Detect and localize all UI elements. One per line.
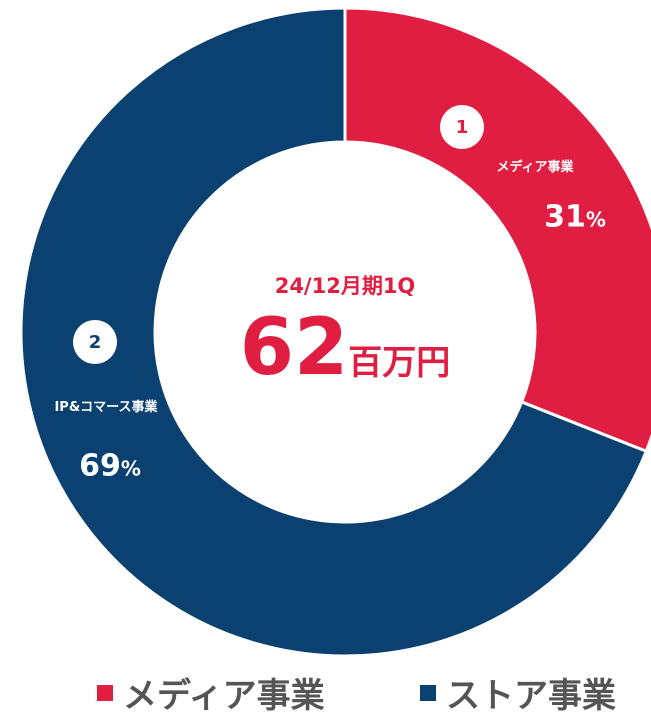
slice-number: 2 xyxy=(73,320,117,364)
slice xyxy=(19,6,649,658)
legend-item: メディア事業 xyxy=(97,668,325,717)
value-unit: % xyxy=(585,207,606,232)
value-number: 31 xyxy=(544,199,586,235)
slice xyxy=(343,6,651,454)
center-unit: 百万円 xyxy=(348,343,451,383)
legend-label: ストア事業 xyxy=(446,676,616,716)
center-title: 24/12月期1Q xyxy=(274,274,416,298)
slice-label: メディア事業 xyxy=(496,160,574,175)
legend-item: ストア事業 xyxy=(420,668,616,717)
center-value: 62 xyxy=(239,303,349,393)
legend-label: メディア事業 xyxy=(123,676,325,716)
value-label: 69% xyxy=(79,449,141,484)
legend-swatch xyxy=(420,684,436,701)
slice-label: IP&コマース事業 xyxy=(54,400,158,415)
center-total: 62百万円 xyxy=(240,303,451,393)
value-number: 69 xyxy=(79,448,121,484)
value-unit: % xyxy=(120,456,141,481)
value-label: 31% xyxy=(544,200,606,235)
legend-swatch xyxy=(97,684,113,701)
slice-number: 1 xyxy=(440,105,484,149)
